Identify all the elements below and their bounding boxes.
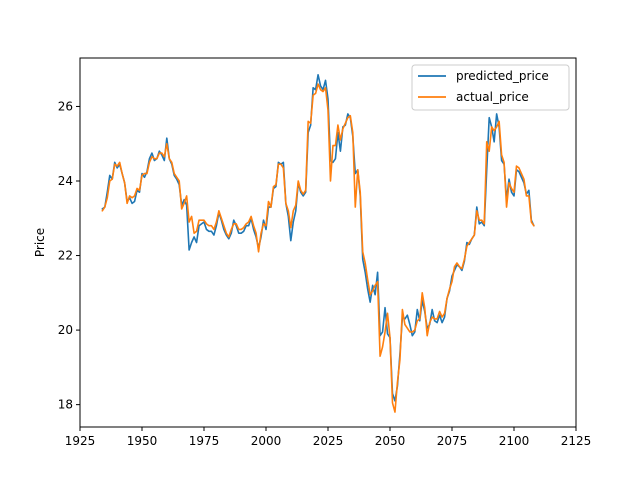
y-tick-label: 18: [58, 398, 73, 412]
x-tick-label: 1950: [127, 434, 158, 448]
y-axis: 18 20 22 24 26: [58, 99, 80, 412]
x-tick-label: 2075: [437, 434, 468, 448]
x-axis: 1925 1950 1975 2000 2025 2050 2075 2100 2125: [65, 427, 592, 448]
x-tick-label: 2050: [375, 434, 406, 448]
series-line-actual-price: [101, 83, 535, 413]
x-tick-label: 2000: [251, 434, 282, 448]
y-axis-label: Price: [33, 228, 47, 257]
legend-label-actual-price: actual_price: [456, 90, 529, 104]
series-layer: [101, 73, 535, 413]
legend: predicted_price actual_price: [411, 64, 570, 111]
legend-label-predicted-price: predicted_price: [456, 69, 549, 83]
y-tick-label: 20: [58, 323, 73, 337]
x-tick-label: 1925: [65, 434, 96, 448]
series-line-predicted-price: [101, 73, 535, 402]
y-tick-label: 22: [58, 249, 73, 263]
y-tick-label: 24: [58, 174, 73, 188]
x-tick-label: 2025: [313, 434, 344, 448]
x-tick-label: 2125: [561, 434, 592, 448]
legend-box: [411, 64, 570, 111]
x-tick-label: 2100: [499, 434, 530, 448]
y-tick-label: 26: [58, 99, 73, 113]
x-tick-label: 1975: [189, 434, 220, 448]
